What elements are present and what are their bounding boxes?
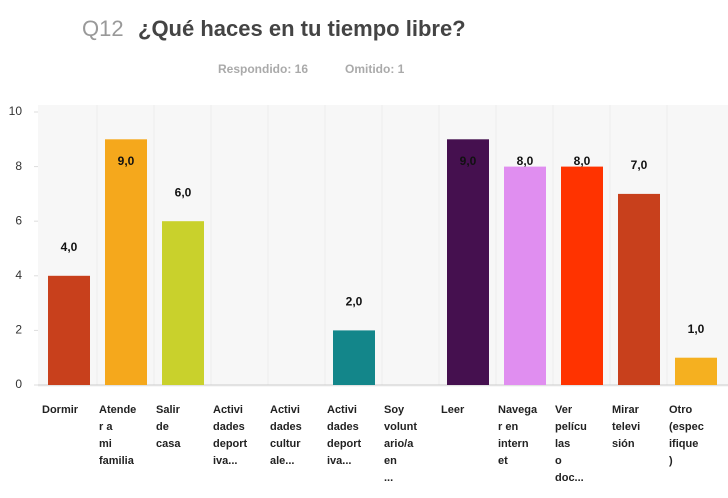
x-tick-label: pelícu bbox=[555, 421, 587, 433]
bar bbox=[48, 275, 90, 385]
x-tick-label: Activi bbox=[327, 404, 357, 416]
x-tick-label: en bbox=[384, 455, 397, 467]
bar bbox=[504, 166, 546, 385]
x-tick-label: ) bbox=[669, 455, 673, 467]
x-tick-label: deport bbox=[213, 438, 248, 450]
y-tick-label: 10 bbox=[9, 104, 23, 118]
x-tick-label: doc... bbox=[555, 472, 584, 484]
bar bbox=[561, 166, 603, 385]
chart-title: ¿Qué haces en tu tiempo libre? bbox=[138, 16, 466, 41]
value-label: 6,0 bbox=[175, 185, 192, 199]
x-tick-label: Navega bbox=[498, 404, 538, 416]
value-label: 7,0 bbox=[631, 158, 648, 172]
bar bbox=[105, 139, 147, 385]
x-tick-label: ifique bbox=[669, 438, 698, 450]
value-label: 9,0 bbox=[460, 154, 477, 168]
y-tick-label: 6 bbox=[15, 213, 22, 227]
x-tick-label: televi bbox=[612, 421, 640, 433]
bar bbox=[675, 357, 717, 385]
x-tick-label: (espec bbox=[669, 421, 704, 433]
bar bbox=[447, 139, 489, 385]
subtitle: Respondido: 16 bbox=[218, 62, 308, 76]
x-tick-label: de bbox=[156, 421, 169, 433]
x-tick-label: dades bbox=[327, 421, 359, 433]
x-tick-label: r en bbox=[498, 421, 518, 433]
value-label: 9,0 bbox=[118, 154, 135, 168]
x-tick-label: o bbox=[555, 455, 562, 467]
x-tick-label: Otro bbox=[669, 404, 693, 416]
x-tick-label: deport bbox=[327, 438, 362, 450]
x-tick-label: sión bbox=[612, 438, 635, 450]
x-tick-label: Activi bbox=[213, 404, 243, 416]
value-label: 2,0 bbox=[346, 295, 363, 309]
x-tick-label: cultur bbox=[270, 438, 301, 450]
x-tick-label: ... bbox=[384, 472, 393, 484]
x-tick-label: iva... bbox=[213, 455, 237, 467]
y-tick-label: 8 bbox=[15, 159, 22, 173]
x-tick-label: r a bbox=[99, 421, 113, 433]
x-tick-label: ario/a bbox=[384, 438, 414, 450]
x-tick-label: las bbox=[555, 438, 570, 450]
x-tick-label: mi bbox=[99, 438, 112, 450]
x-tick-label: casa bbox=[156, 438, 181, 450]
y-tick-label: 2 bbox=[15, 323, 22, 337]
x-tick-label: familia bbox=[99, 455, 135, 467]
x-tick-label: Atende bbox=[99, 404, 136, 416]
plot-area bbox=[38, 105, 728, 387]
y-tick-label: 0 bbox=[15, 377, 22, 391]
x-tick-label: intern bbox=[498, 438, 529, 450]
x-tick-label: dades bbox=[213, 421, 245, 433]
value-label: 8,0 bbox=[574, 154, 591, 168]
x-tick-label: Ver bbox=[555, 404, 573, 416]
value-label: 8,0 bbox=[517, 154, 534, 168]
x-tick-label: volunt bbox=[384, 421, 417, 433]
x-tick-label: dades bbox=[270, 421, 302, 433]
bar bbox=[333, 330, 375, 385]
x-tick-label: Soy bbox=[384, 404, 405, 416]
question-number: Q12 bbox=[82, 16, 124, 41]
x-tick-label: Mirar bbox=[612, 404, 640, 416]
x-tick-label: Leer bbox=[441, 404, 465, 416]
bar bbox=[162, 221, 204, 385]
x-tick-label: ale... bbox=[270, 455, 294, 467]
x-tick-label: Activi bbox=[270, 404, 300, 416]
x-tick-label: et bbox=[498, 455, 508, 467]
y-tick-label: 4 bbox=[15, 268, 22, 282]
subtitle: Omitido: 1 bbox=[345, 62, 405, 76]
value-label: 1,0 bbox=[688, 322, 705, 336]
x-tick-label: Salir bbox=[156, 404, 181, 416]
value-label: 4,0 bbox=[61, 240, 78, 254]
x-tick-label: Dormir bbox=[42, 404, 79, 416]
x-tick-label: iva... bbox=[327, 455, 351, 467]
bar bbox=[618, 193, 660, 385]
